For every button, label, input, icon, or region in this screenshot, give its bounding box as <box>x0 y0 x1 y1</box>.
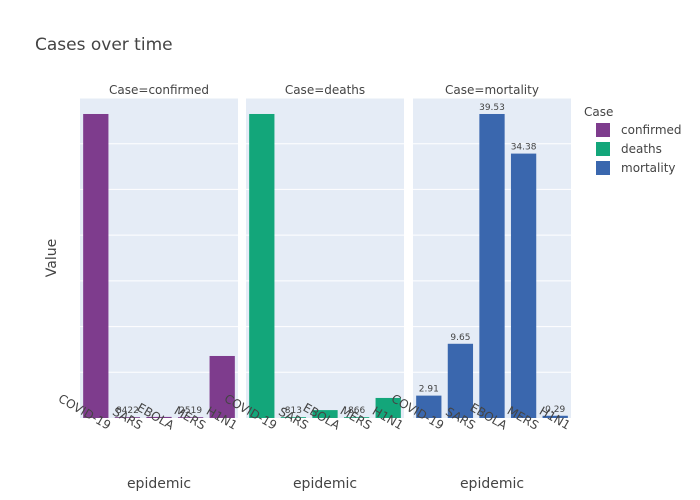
legend-item-confirmed[interactable]: confirmed <box>596 123 682 137</box>
bar-deaths-h1n1[interactable] <box>375 397 401 418</box>
bar-confirmed-ebola[interactable] <box>146 416 172 418</box>
bar-confirmed-sars[interactable] <box>114 417 141 418</box>
y-axis-title: Value <box>44 239 60 277</box>
bar-deaths-sars[interactable] <box>280 417 307 418</box>
bar-label: 8422 <box>116 406 139 416</box>
legend-title: Case <box>584 105 613 119</box>
bar-label: 2519 <box>179 406 202 416</box>
facet-title: Case=confirmed <box>109 83 209 97</box>
bar-label: 34.38 <box>511 143 537 153</box>
x-axis-title: epidemic <box>127 476 191 492</box>
bar-label: 866 <box>348 406 365 416</box>
bar-mortality-ebola[interactable] <box>479 113 505 419</box>
legend-label: mortality <box>621 161 676 175</box>
facet-mortality: Case=mortality2.91COVID-199.65SARS39.53E… <box>389 83 573 492</box>
legend: Case confirmed deaths mortality <box>584 105 682 175</box>
legend-swatch <box>596 161 610 175</box>
bar-confirmed-mers[interactable] <box>177 417 204 418</box>
legend-label: deaths <box>621 142 662 156</box>
legend-item-mortality[interactable]: mortality <box>596 161 676 175</box>
bar-confirmed-covid-19[interactable] <box>83 113 109 419</box>
x-axis-title: epidemic <box>460 476 524 492</box>
bar-deaths-ebola[interactable] <box>312 410 338 418</box>
legend-label: confirmed <box>621 123 682 137</box>
bar-label: 813 <box>285 406 302 416</box>
bar-mortality-sars[interactable] <box>447 343 474 418</box>
bar-label: 0.29 <box>545 405 565 415</box>
bar-label: 9.65 <box>450 333 470 343</box>
x-axis-title: epidemic <box>293 476 357 492</box>
bar-deaths-mers[interactable] <box>343 417 370 418</box>
bar-confirmed-h1n1[interactable] <box>209 355 235 418</box>
facet-title: Case=mortality <box>445 83 539 97</box>
bar-label: 39.53 <box>479 103 505 113</box>
legend-item-deaths[interactable]: deaths <box>596 142 662 156</box>
bar-mortality-covid-19[interactable] <box>416 395 442 418</box>
chart-title: Cases over time <box>35 35 173 55</box>
bar-mortality-h1n1[interactable] <box>542 415 568 418</box>
legend-items: confirmed deaths mortality <box>596 123 682 175</box>
facet-title: Case=deaths <box>285 83 365 97</box>
bar-label: 2.91 <box>419 385 439 395</box>
legend-swatch <box>596 123 610 137</box>
legend-swatch <box>596 142 610 156</box>
bar-deaths-covid-19[interactable] <box>249 113 275 419</box>
bar-mortality-mers[interactable] <box>510 153 537 419</box>
